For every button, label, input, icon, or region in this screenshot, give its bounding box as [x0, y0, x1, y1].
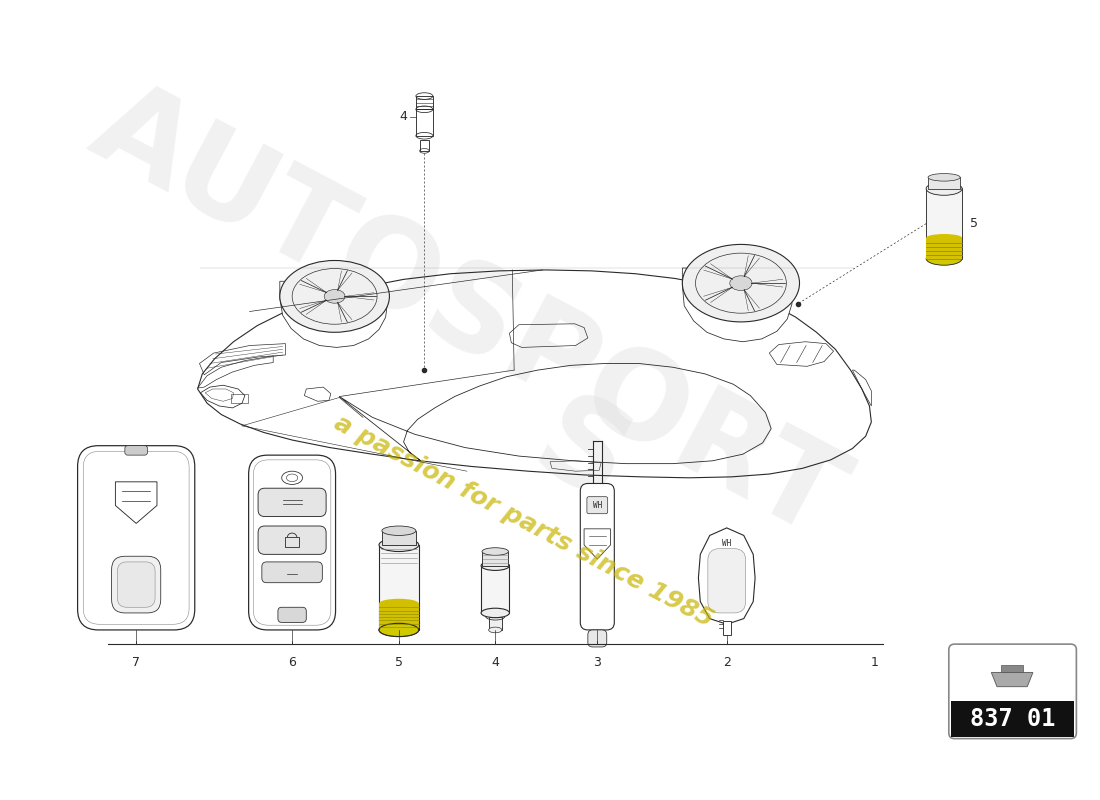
Ellipse shape: [926, 252, 962, 266]
Bar: [488, 617, 502, 630]
Polygon shape: [698, 528, 755, 624]
FancyBboxPatch shape: [278, 607, 306, 622]
Bar: [926, 188, 962, 258]
Ellipse shape: [482, 548, 508, 555]
FancyBboxPatch shape: [78, 446, 195, 630]
FancyBboxPatch shape: [124, 446, 147, 455]
Text: 2: 2: [723, 657, 730, 670]
Text: 7: 7: [132, 657, 140, 670]
Bar: [416, 96, 433, 110]
Bar: [420, 139, 429, 151]
Bar: [379, 545, 419, 630]
Ellipse shape: [481, 608, 509, 618]
Text: a passion for parts since 1985: a passion for parts since 1985: [330, 410, 717, 632]
Ellipse shape: [324, 290, 345, 303]
Ellipse shape: [379, 623, 419, 637]
Text: 837 01: 837 01: [970, 706, 1055, 730]
Bar: [928, 178, 960, 189]
FancyBboxPatch shape: [262, 562, 322, 582]
Text: 5: 5: [395, 657, 403, 670]
Bar: [481, 566, 509, 613]
Ellipse shape: [379, 623, 419, 637]
Polygon shape: [682, 268, 792, 342]
Text: 5: 5: [969, 217, 978, 230]
Ellipse shape: [682, 245, 800, 322]
Bar: [950, 701, 1075, 737]
Text: 4: 4: [492, 657, 499, 670]
Bar: [416, 110, 433, 136]
Text: 4: 4: [399, 110, 407, 123]
Polygon shape: [279, 282, 387, 347]
Ellipse shape: [729, 276, 752, 290]
FancyBboxPatch shape: [118, 562, 155, 607]
FancyBboxPatch shape: [587, 630, 607, 647]
Bar: [482, 551, 508, 566]
Text: 3: 3: [593, 657, 602, 670]
Ellipse shape: [382, 526, 416, 535]
FancyBboxPatch shape: [111, 556, 161, 613]
Bar: [379, 603, 419, 630]
FancyBboxPatch shape: [258, 526, 326, 554]
Bar: [286, 538, 299, 546]
Text: S: S: [514, 383, 647, 527]
Bar: [1001, 665, 1023, 673]
Ellipse shape: [926, 182, 962, 195]
FancyBboxPatch shape: [949, 644, 1077, 738]
Text: AUTOSPORT: AUTOSPORT: [73, 66, 861, 560]
FancyBboxPatch shape: [708, 549, 746, 613]
Text: 1: 1: [871, 657, 879, 670]
Ellipse shape: [379, 598, 419, 608]
Bar: [231, 394, 248, 403]
FancyBboxPatch shape: [587, 497, 607, 514]
FancyBboxPatch shape: [258, 488, 326, 517]
Text: WH: WH: [593, 501, 602, 510]
Text: WH: WH: [722, 538, 732, 547]
Bar: [926, 238, 962, 258]
Ellipse shape: [481, 561, 509, 570]
Bar: [723, 622, 730, 634]
Ellipse shape: [928, 174, 960, 181]
Ellipse shape: [488, 627, 502, 633]
Ellipse shape: [926, 234, 962, 242]
Polygon shape: [991, 673, 1033, 686]
FancyBboxPatch shape: [581, 483, 614, 630]
FancyBboxPatch shape: [249, 455, 336, 630]
Text: 6: 6: [288, 657, 296, 670]
Ellipse shape: [379, 538, 419, 551]
Ellipse shape: [279, 261, 389, 332]
Bar: [382, 530, 416, 545]
